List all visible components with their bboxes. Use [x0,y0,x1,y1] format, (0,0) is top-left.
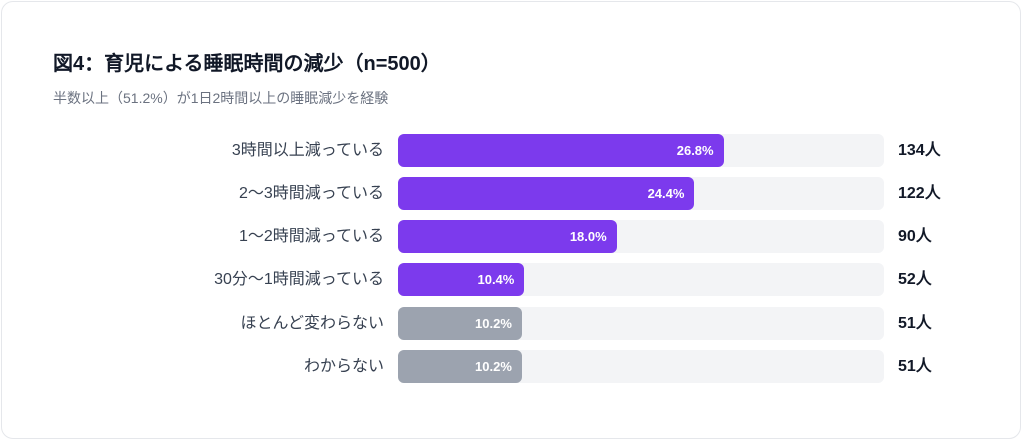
bar-track: 10.2% [398,307,884,340]
bar-row: 2〜3時間減っている 24.4% 122人 [0,177,1024,211]
category-label: わからない [303,358,384,375]
category-label: 30分〜1時間減っている [214,271,384,288]
chart-subtitle: 半数以上（51.2%）が1日2時間以上の睡眠減少を経験 [53,90,389,106]
bar: 26.8% [398,134,724,167]
bar-track: 26.8% [398,134,884,167]
bar-value-label: 26.8% [676,143,714,158]
bar-row: 3時間以上減っている 26.8% 134人 [0,134,1024,168]
bar-track: 24.4% [398,177,884,210]
bar-row: 30分〜1時間減っている 10.4% 52人 [0,263,1024,297]
bar: 24.4% [398,177,695,210]
count-label: 51人 [898,315,932,332]
bar-track: 10.4% [398,263,884,296]
bar-row: ほとんど変わらない 10.2% 51人 [0,307,1024,341]
bar-value-label: 10.2% [475,316,512,331]
count-label: 52人 [898,271,932,288]
count-label: 51人 [898,358,932,375]
chart-title: 図4：育児による睡眠時間の減少（n=500） [53,53,441,75]
bar: 10.2% [398,350,522,383]
count-label: 134人 [898,142,941,159]
bar: 10.4% [398,263,525,296]
category-label: 1〜2時間減っている [239,228,384,245]
count-label: 90人 [898,228,932,245]
bar-value-label: 18.0% [569,229,607,244]
bar-row: 1〜2時間減っている 18.0% 90人 [0,220,1024,254]
bar: 18.0% [398,220,617,253]
bar-track: 18.0% [398,220,884,253]
count-label: 122人 [898,185,941,202]
category-label: ほとんど変わらない [240,315,384,332]
bar-row: わからない 10.2% 51人 [0,350,1024,384]
bar-value-label: 10.4% [477,272,515,287]
category-label: 3時間以上減っている [231,142,384,159]
bar-value-label: 10.2% [475,359,512,374]
category-label: 2〜3時間減っている [239,185,384,202]
bar-track: 10.2% [398,350,884,383]
bar: 10.2% [398,307,522,340]
bar-value-label: 24.4% [647,186,685,201]
